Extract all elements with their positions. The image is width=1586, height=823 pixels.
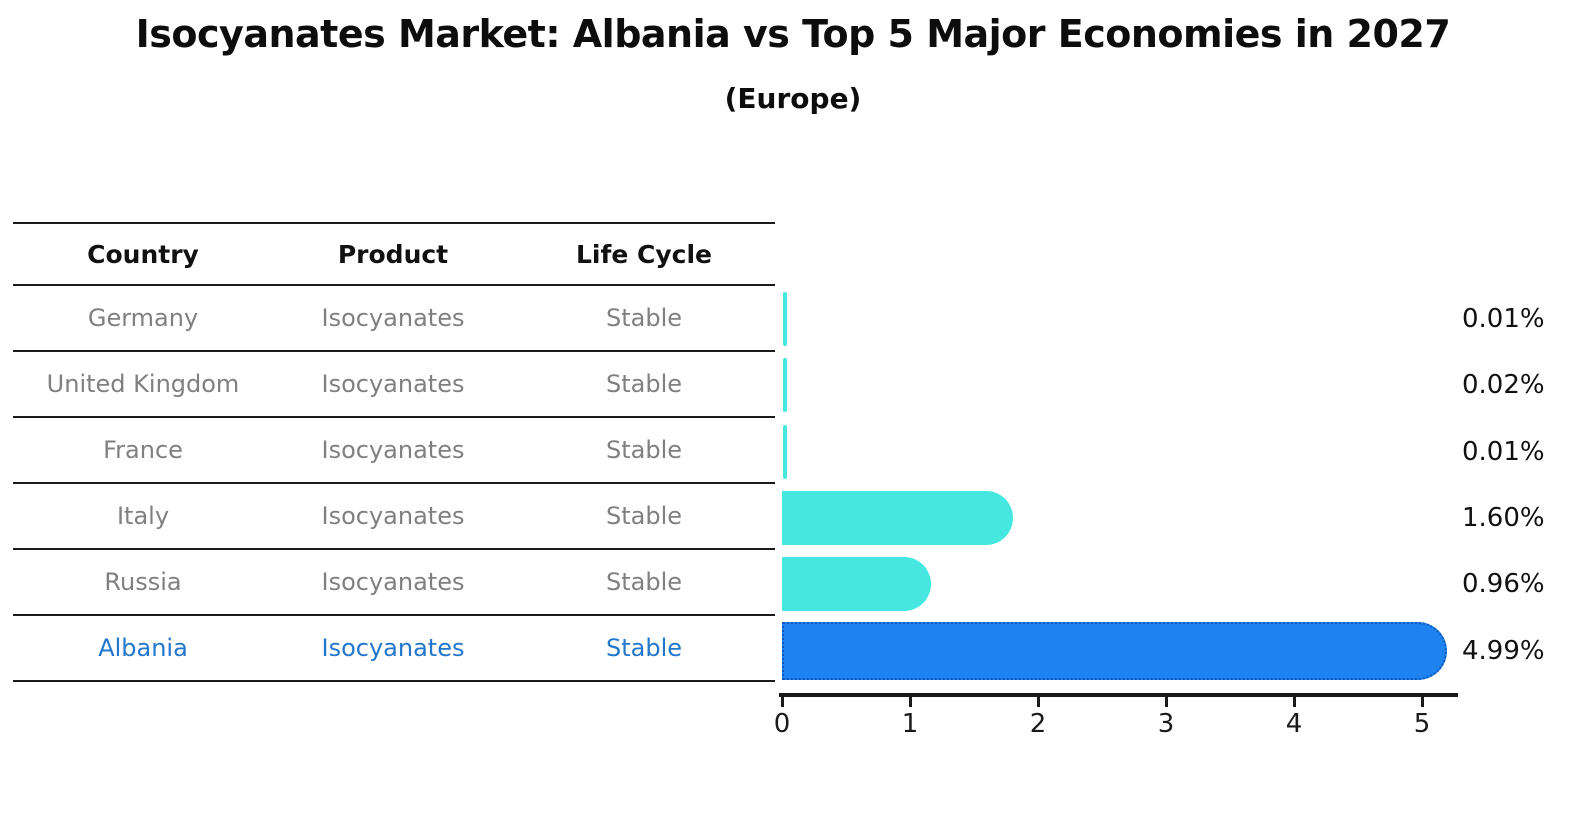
column-header-product: Product [273, 223, 513, 286]
value-label-germany: 0.01% [1462, 303, 1545, 334]
x-axis-tick-label: 5 [1413, 709, 1431, 739]
cell-country: Italy [13, 483, 273, 550]
country-table: Country Product Life Cycle Germany Isocyana… [13, 222, 775, 682]
x-axis-tick-label: 1 [901, 709, 919, 739]
cell-product: Isocyanates [273, 417, 513, 484]
value-label-united-kingdom: 0.02% [1462, 370, 1545, 400]
column-header-life-cycle: Life Cycle [513, 223, 775, 286]
x-axis-tick-label: 3 [1157, 709, 1175, 739]
cell-life-cycle: Stable [513, 549, 775, 616]
cell-country: United Kingdom [13, 351, 273, 418]
x-axis-tick-label: 2 [1029, 709, 1047, 739]
bar-germany [783, 291, 787, 346]
cell-life-cycle: Stable [513, 417, 775, 484]
cell-product: Isocyanates [273, 285, 513, 352]
cell-product: Isocyanates [273, 351, 513, 418]
table-row: Germany Isocyanates Stable [13, 285, 775, 352]
cell-country: France [13, 417, 273, 484]
cell-life-cycle: Stable [513, 615, 775, 682]
cell-product: Isocyanates [273, 483, 513, 550]
table-header-row: Country Product Life Cycle [13, 223, 775, 286]
value-label-france: 0.01% [1462, 436, 1545, 467]
x-axis-tick [1292, 697, 1296, 707]
table-row: France Isocyanates Stable [13, 417, 775, 484]
cell-life-cycle: Stable [513, 483, 775, 550]
x-axis-tick [908, 697, 912, 707]
value-label-italy: 1.60% [1462, 503, 1545, 533]
value-label-albania: 4.99% [1462, 635, 1545, 666]
cell-country: Albania [13, 615, 273, 682]
bar-russia [782, 557, 931, 611]
table-row: Italy Isocyanates Stable [13, 483, 775, 550]
column-header-country: Country [13, 223, 273, 286]
x-axis-tick-label: 4 [1285, 709, 1303, 739]
cell-product: Isocyanates [273, 549, 513, 616]
chart-subtitle: (Europe) [724, 82, 862, 115]
value-label-russia: 0.96% [1462, 569, 1545, 599]
bar-united-kingdom [783, 358, 787, 412]
bar-italy [782, 491, 1013, 545]
bar-albania [782, 621, 1447, 680]
chart-title: Isocyanates Market: Albania vs Top 5 Maj… [135, 12, 1451, 56]
x-axis-line [779, 693, 1458, 697]
table-row: Russia Isocyanates Stable [13, 549, 775, 616]
cell-country: Russia [13, 549, 273, 616]
cell-life-cycle: Stable [513, 351, 775, 418]
x-axis-tick [780, 697, 784, 707]
table-row: Albania Isocyanates Stable [13, 615, 775, 682]
x-axis-tick [1164, 697, 1168, 707]
x-axis-tick-label: 0 [773, 709, 791, 739]
bar-france [783, 424, 787, 479]
table-row: United Kingdom Isocyanates Stable [13, 351, 775, 418]
x-axis-tick [1420, 697, 1424, 707]
cell-life-cycle: Stable [513, 285, 775, 352]
x-axis-tick [1036, 697, 1040, 707]
table-body: Germany Isocyanates Stable United Kingdom Is… [13, 285, 775, 682]
cell-product: Isocyanates [273, 615, 513, 682]
cell-country: Germany [13, 285, 273, 352]
